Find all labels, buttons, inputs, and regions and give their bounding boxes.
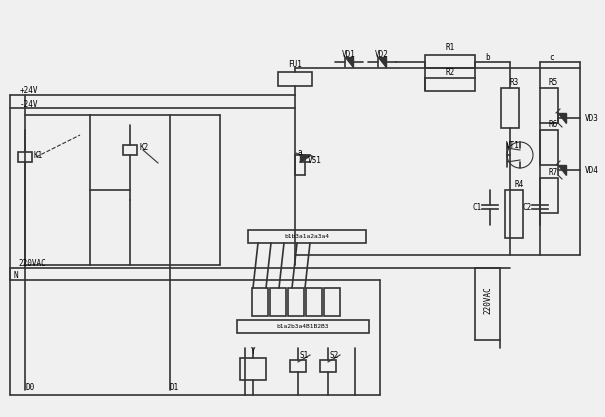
Text: C1: C1 <box>473 203 482 211</box>
Polygon shape <box>558 165 566 175</box>
Text: a: a <box>298 148 302 156</box>
Text: S2: S2 <box>329 352 339 361</box>
Text: -24V: -24V <box>20 100 39 108</box>
Bar <box>18 152 32 162</box>
Text: 220VAC: 220VAC <box>18 259 46 269</box>
Text: S1: S1 <box>299 352 309 361</box>
Polygon shape <box>345 57 353 67</box>
Text: VD2: VD2 <box>375 50 389 58</box>
Bar <box>425 55 475 68</box>
Text: VD3: VD3 <box>585 113 599 123</box>
Bar <box>540 130 558 165</box>
Text: R2: R2 <box>445 68 454 76</box>
Polygon shape <box>378 57 386 67</box>
Text: Y: Y <box>250 347 255 357</box>
Text: R4: R4 <box>514 179 523 188</box>
Text: b1a2b3a4B1B2B3: b1a2b3a4B1B2B3 <box>276 324 329 329</box>
Bar <box>270 288 286 316</box>
Text: b: b <box>486 53 490 61</box>
Bar <box>123 145 137 155</box>
Polygon shape <box>300 155 310 162</box>
Text: R6: R6 <box>548 120 558 128</box>
Text: R1: R1 <box>445 43 454 52</box>
Bar <box>324 288 340 316</box>
Text: R5: R5 <box>548 78 558 86</box>
Text: R7: R7 <box>548 168 558 176</box>
Text: +24V: +24V <box>20 85 39 95</box>
Bar <box>288 288 304 316</box>
Bar <box>248 230 366 243</box>
Polygon shape <box>558 113 566 123</box>
Bar <box>237 320 369 333</box>
Bar <box>505 190 523 238</box>
Text: D1: D1 <box>170 382 179 392</box>
Bar <box>540 88 558 123</box>
Bar <box>252 288 268 316</box>
Bar <box>425 78 475 91</box>
Text: b1b3a1a2a3a4: b1b3a1a2a3a4 <box>284 234 330 239</box>
Bar <box>540 178 558 213</box>
Bar <box>290 360 306 372</box>
Text: VT1: VT1 <box>506 141 520 150</box>
Text: K1: K1 <box>33 151 42 159</box>
Text: D0: D0 <box>25 382 34 392</box>
Text: N: N <box>13 271 18 281</box>
Text: VD1: VD1 <box>342 50 356 58</box>
Text: 220VAC: 220VAC <box>483 286 492 314</box>
Text: C2: C2 <box>522 203 532 211</box>
Bar <box>240 358 266 380</box>
Bar <box>278 72 312 86</box>
Text: K2: K2 <box>140 143 149 151</box>
Text: FU1: FU1 <box>288 60 302 68</box>
Text: VS1: VS1 <box>308 156 322 164</box>
Bar <box>501 88 519 128</box>
Bar <box>320 360 336 372</box>
Text: R3: R3 <box>509 78 518 86</box>
Text: VD4: VD4 <box>585 166 599 174</box>
Text: c: c <box>550 53 554 61</box>
Bar <box>306 288 322 316</box>
